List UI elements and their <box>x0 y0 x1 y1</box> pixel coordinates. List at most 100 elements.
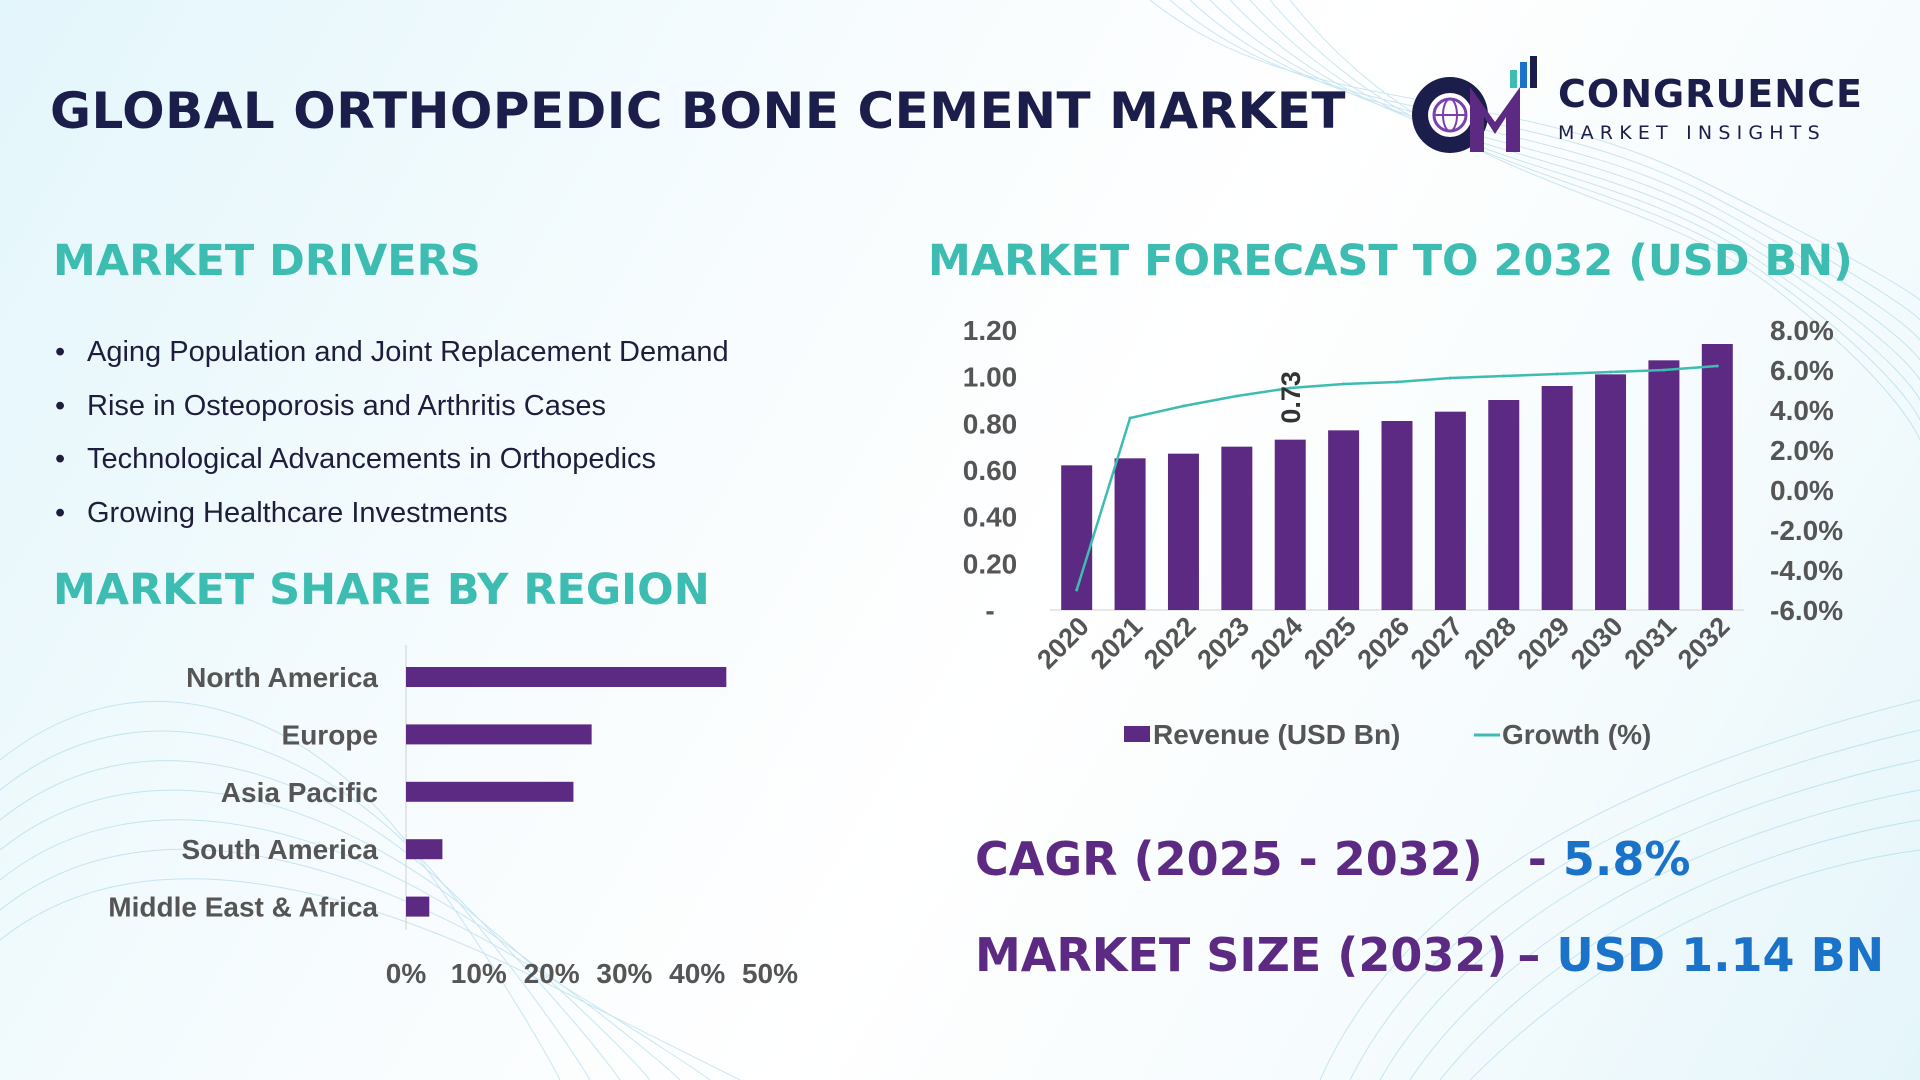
legend-swatch-revenue <box>1124 726 1150 742</box>
growth-point <box>1128 416 1132 420</box>
list-item: • Rise in Osteoporosis and Arthritis Case… <box>55 389 606 422</box>
y-right-tick-label: -4.0% <box>1770 555 1843 586</box>
drivers-heading: MARKET DRIVERS <box>53 236 481 286</box>
logo-name: CONGRUENCE <box>1558 72 1863 116</box>
driver-text: Growing Healthcare Investments <box>87 496 508 529</box>
revenue-bar <box>1167 453 1199 610</box>
revenue-bar <box>1381 421 1413 610</box>
x-tick-label: 2021 <box>1085 611 1149 675</box>
y-left-tick-label: 0.60 <box>963 455 1018 486</box>
cagr-value: 5.8% <box>1562 832 1691 886</box>
x-tick-label: 2032 <box>1672 611 1736 675</box>
y-right-tick-label: 2.0% <box>1770 435 1834 466</box>
revenue-bar <box>1541 386 1573 610</box>
region-bar <box>406 781 574 802</box>
x-tick-label: 50% <box>742 958 798 989</box>
y-right-tick-label: 4.0% <box>1770 395 1834 426</box>
revenue-bar <box>1114 458 1146 610</box>
y-right-tick-label: -6.0% <box>1770 595 1843 626</box>
category-label: Europe <box>282 719 378 750</box>
region-bar <box>406 724 592 745</box>
category-label: North America <box>186 662 378 693</box>
region-heading: MARKET SHARE BY REGION <box>53 565 710 615</box>
logo-tagline: MARKET INSIGHTS <box>1558 122 1826 144</box>
revenue-bar <box>1221 446 1253 610</box>
revenue-bar <box>1328 430 1360 610</box>
list-item: • Technological Advancements in Orthopedi… <box>55 443 657 475</box>
growth-point <box>1502 374 1506 378</box>
market-size-label: MARKET SIZE (2032) <box>975 928 1508 982</box>
y-right-tick-label: 8.0% <box>1770 315 1834 346</box>
x-tick-label: 30% <box>596 958 652 989</box>
market-size-stat: MARKET SIZE (2032) – USD 1.14 BN <box>975 928 1884 982</box>
region-bar <box>406 839 443 860</box>
y-left-tick-label: 0.20 <box>963 548 1018 579</box>
growth-point <box>1181 404 1185 408</box>
x-tick-label: 2022 <box>1138 611 1202 675</box>
growth-point <box>1075 588 1079 592</box>
x-tick-label: 2020 <box>1031 611 1095 675</box>
region-bar <box>406 896 430 917</box>
growth-point <box>1448 376 1452 380</box>
x-tick-label: 2028 <box>1458 611 1522 675</box>
drivers-list: • Aging Population and Joint Replacement … <box>55 332 729 546</box>
list-item: • Aging Population and Joint Replacement … <box>55 336 729 368</box>
x-tick-label: 2029 <box>1512 611 1576 675</box>
x-tick-label: 20% <box>524 958 580 989</box>
growth-point <box>1609 370 1613 374</box>
forecast-heading: MARKET FORECAST TO 2032 (USD BN) <box>928 236 1853 286</box>
driver-text: Technological Advancements in Orthopedic… <box>87 443 657 475</box>
cagr-separator: - <box>1527 832 1563 886</box>
revenue-bar <box>1274 439 1306 610</box>
market-size-separator: – <box>1517 928 1557 982</box>
driver-text: Aging Population and Joint Replacement D… <box>87 336 729 368</box>
revenue-bar <box>1595 374 1627 610</box>
list-item: • Growing Healthcare Investments <box>55 496 508 529</box>
x-tick-label: 40% <box>669 958 725 989</box>
cagr-label: CAGR (2025 - 2032) <box>975 832 1483 886</box>
y-left-tick-label: 1.00 <box>963 362 1018 393</box>
x-tick-label: 2025 <box>1298 611 1362 675</box>
legend-label-revenue: Revenue (USD Bn) <box>1153 719 1400 750</box>
category-label: Asia Pacific <box>221 777 378 808</box>
y-left-tick-label: 1.20 <box>963 315 1018 346</box>
logo-mark-icon <box>1412 56 1537 153</box>
growth-point <box>1288 386 1292 390</box>
market-size-value: USD 1.14 BN <box>1556 928 1885 982</box>
y-left-tick-label: 0.80 <box>963 408 1018 439</box>
x-tick-label: 2023 <box>1191 611 1255 675</box>
x-tick-label: 2030 <box>1565 611 1629 675</box>
revenue-bar <box>1648 360 1680 610</box>
y-right-tick-label: -2.0% <box>1770 515 1843 546</box>
y-right-tick-label: 6.0% <box>1770 355 1834 386</box>
x-tick-label: 0% <box>386 958 427 989</box>
category-label: South America <box>181 834 378 865</box>
growth-point <box>1235 394 1239 398</box>
x-tick-label: 10% <box>451 958 507 989</box>
growth-point <box>1715 364 1719 368</box>
x-tick-label: 2026 <box>1352 611 1416 675</box>
region-bar <box>406 667 727 687</box>
y-left-tick-label: 0.40 <box>963 502 1018 533</box>
growth-point <box>1662 368 1666 372</box>
y-right-tick-label: 0.0% <box>1770 475 1834 506</box>
x-tick-label: 2031 <box>1618 611 1682 675</box>
page-title: GLOBAL ORTHOPEDIC BONE CEMENT MARKET <box>50 82 1347 140</box>
y-left-tick-label: - <box>985 595 994 626</box>
data-label: 0.73 <box>1276 371 1306 424</box>
cagr-stat: CAGR (2025 - 2032) - 5.8% <box>975 832 1690 886</box>
revenue-bar <box>1701 344 1733 610</box>
legend-label-growth: Growth (%) <box>1502 719 1651 750</box>
revenue-bar <box>1434 411 1466 610</box>
growth-point <box>1342 382 1346 386</box>
driver-text: Rise in Osteoporosis and Arthritis Cases <box>87 389 606 422</box>
x-tick-label: 2024 <box>1245 611 1309 675</box>
growth-point <box>1555 372 1559 376</box>
x-tick-label: 2027 <box>1405 611 1469 675</box>
category-label: Middle East & Africa <box>108 892 378 923</box>
growth-point <box>1395 380 1399 384</box>
logo: CONGRUENCE MARKET INSIGHTS <box>1400 52 1880 162</box>
revenue-bar <box>1488 400 1520 610</box>
